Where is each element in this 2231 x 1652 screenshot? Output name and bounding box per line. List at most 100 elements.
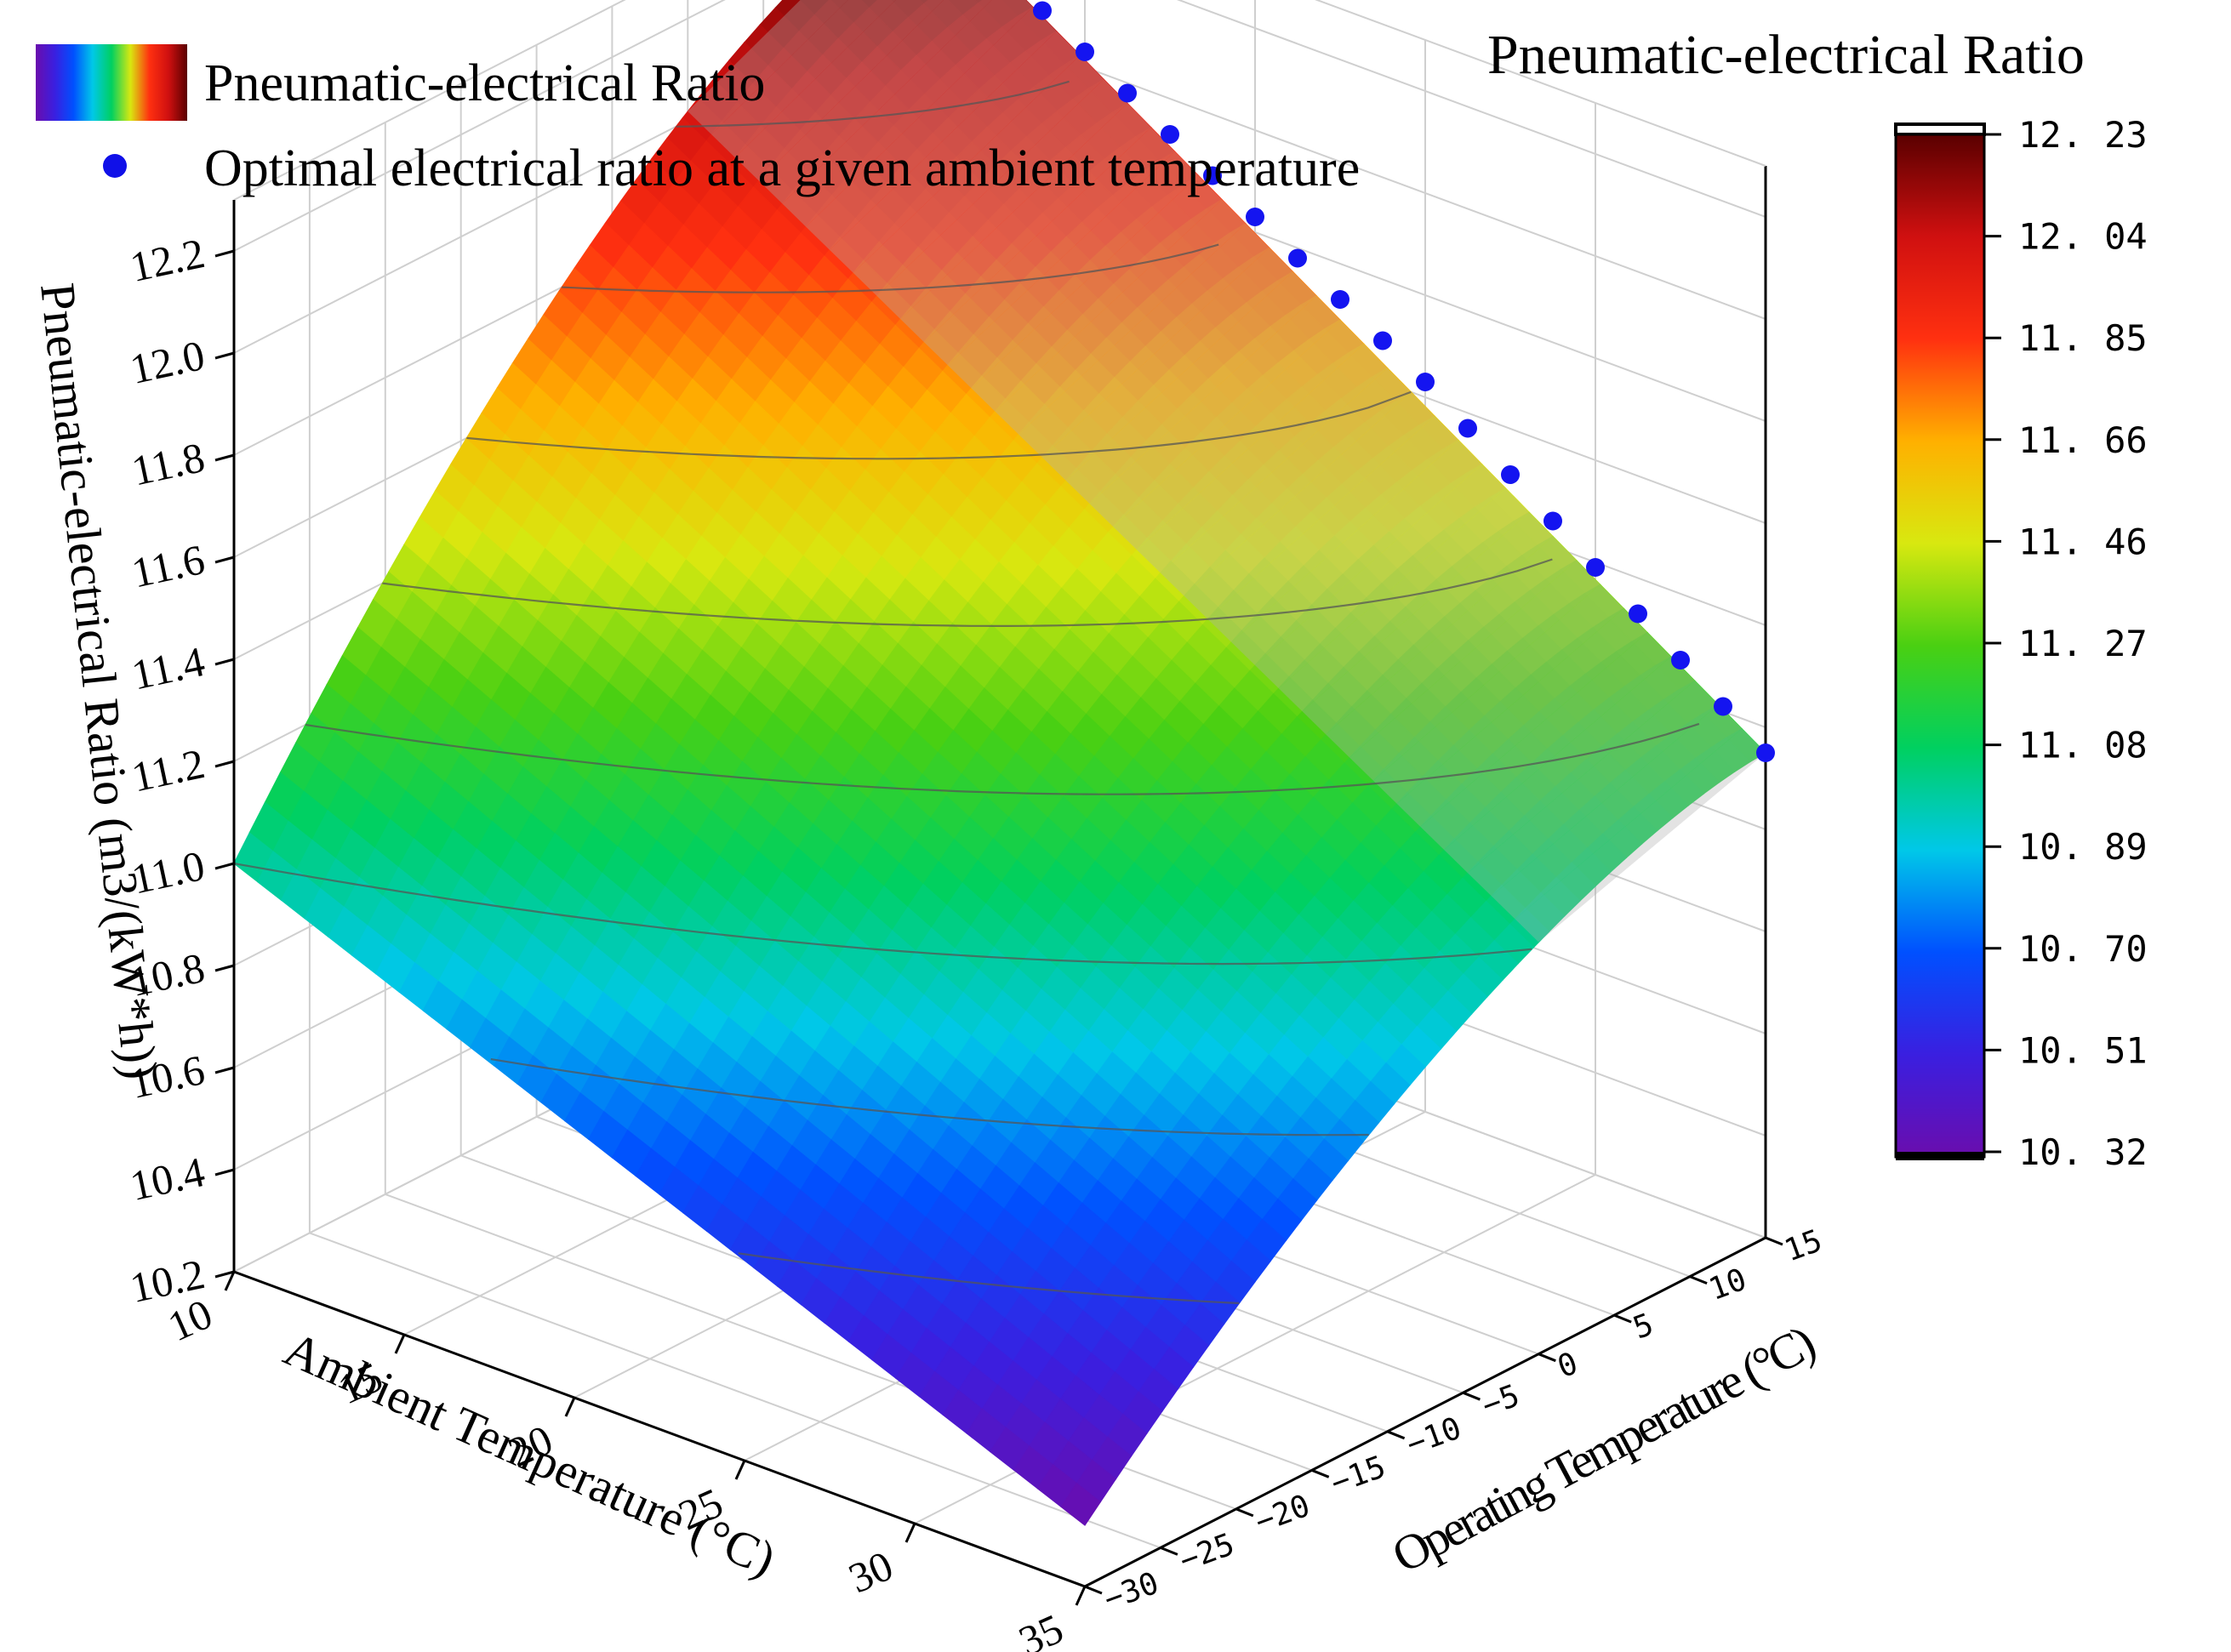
sheen-cell [1065,271,1317,504]
y-tick-label: 5 [1629,1307,1658,1347]
sheen-cell [853,54,1104,296]
colorbar-tick-label: 11. 46 [2018,521,2148,562]
sheen-cell [1372,584,1624,804]
legend: Pneumatic-electrical Ratio Optimal elect… [36,44,1360,197]
z-tick-mark [214,453,235,462]
y-tick-label: −5 [1477,1378,1524,1423]
y-tick-mark [1462,1391,1481,1401]
z-tick-mark [214,249,235,258]
ridge-point [1756,743,1775,762]
z-tick-mark [214,964,235,972]
sheen-cell [688,0,848,134]
box-edge [233,0,626,201]
y-tick-mark [1387,1430,1406,1440]
z-tick-mark [214,1270,235,1279]
sheen-cell [971,175,1223,412]
ridge-point [1118,83,1137,103]
x-tick-mark [1075,1586,1087,1606]
colorbar-tick-label: 11. 85 [2018,317,2148,359]
sheen-cell [830,31,1081,273]
surface-cell [1060,1482,1102,1526]
sheen-cell [1160,367,1412,596]
sheen-cell [1326,536,1577,758]
y-tick-mark [1235,1507,1254,1518]
surface-cell [919,0,930,5]
sheen-cell [1444,656,1695,874]
sheen-cell [711,0,896,158]
sheen-cell [1089,295,1340,527]
sheen-cell [1018,223,1270,458]
z-tick-label: 11.6 [128,535,208,597]
y-tick-mark [1538,1353,1556,1363]
grid-line [233,0,726,252]
z-tick-label: 12.0 [126,331,208,393]
ridge-point [1203,166,1222,185]
colorbar-bottom-cap [1896,1152,1984,1160]
sheen-cell [1468,681,1719,897]
colorbar-top-cap [1894,122,1986,136]
x-tick-mark [734,1460,746,1480]
ridge-point [1629,604,1647,624]
colorbar-tick-label: 12. 04 [2018,216,2148,258]
sheen-cell [806,7,1057,250]
y-tick-mark [1689,1275,1708,1285]
sheen-cell [1491,704,1743,920]
x-tick-label: 30 [842,1541,899,1602]
sheen-cell [876,79,1127,320]
z-tick-mark [214,658,235,666]
colorbar-tick-label: 10. 70 [2018,928,2148,970]
z-tick-mark [214,555,235,564]
y-tick-label: 15 [1780,1223,1827,1268]
ridge-point [1714,697,1732,716]
sheen-cell [734,0,944,181]
y-tick-mark [1311,1468,1330,1478]
x-tick-mark [564,1397,576,1417]
y-tick-label: 10 [1704,1262,1751,1307]
z-tick-label: 10.4 [126,1148,208,1210]
colorbar-tick-label: 10. 51 [2018,1029,2148,1071]
contour-line [490,1058,1369,1136]
x-axis-line [233,1270,1086,1588]
sheen-cell [1207,416,1458,642]
contour-line [738,1252,1240,1305]
ridge-point [1246,208,1264,226]
z-tick-label: 11.2 [128,739,208,801]
ridge-point [1076,43,1094,61]
colorbar-ticks: 12. 23 12. 04 11. 85 11. 66 11. 46 11. 27 11. … [1984,114,2148,1173]
ridge-point [1161,125,1179,144]
ridge-point [1586,558,1605,577]
sheen-cell [924,127,1175,366]
surface [233,0,1766,1526]
y-axis-line [1084,1236,1766,1588]
grid-line [1176,0,1766,218]
colorbar-tick-label: 11. 08 [2018,725,2148,766]
contour-line [382,558,1553,628]
sheen-cell [1420,632,1671,850]
colorbar-tick-label: 11. 27 [2018,623,2148,664]
sheen-cell [1231,440,1482,665]
sheen-cell [1302,512,1553,735]
sheen-cell [900,103,1151,343]
contour-line [233,862,1532,966]
ridge-point [1288,248,1307,268]
ridge-point [1543,511,1562,531]
colorbar-tick-label: 10. 89 [2018,826,2148,868]
contour-line [305,722,1700,795]
sheen-cell [1349,560,1600,781]
sheen-cell [1396,608,1648,827]
contour-line [676,80,1070,128]
contour-line [562,243,1219,293]
y-tick-mark [1084,1585,1103,1595]
box-edge [1315,0,1766,167]
x-tick-mark [904,1523,916,1543]
ridge-points [1033,1,1775,762]
sheen-cell [1042,248,1293,481]
z-tick-label: 11.4 [128,637,208,699]
ridge-point [1671,651,1690,669]
sheen-cell [1255,464,1506,689]
y-tick-mark [1160,1547,1178,1556]
z-tick-label: 11.8 [128,433,208,495]
sheen-cell [1137,344,1388,573]
